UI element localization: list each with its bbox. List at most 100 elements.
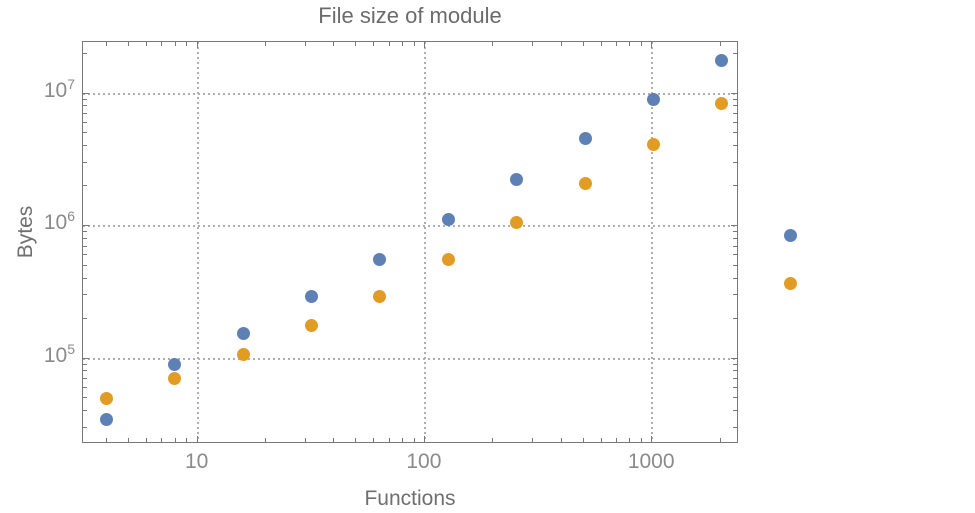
tick-mark [600, 438, 602, 442]
tick-mark [106, 438, 108, 442]
tick-mark [355, 42, 357, 46]
tick-mark [733, 145, 737, 147]
data-point-orange [168, 371, 182, 385]
tick-mark [83, 426, 87, 428]
plot-frame [82, 41, 738, 443]
tick-mark [733, 245, 737, 247]
tick-mark [733, 386, 737, 388]
y-tick-mantissa: 10 [43, 343, 68, 367]
data-point-blue [783, 228, 797, 242]
tick-mark [640, 42, 642, 46]
data-point-orange [647, 137, 661, 151]
data-point-orange [510, 215, 524, 229]
tick-mark [83, 161, 87, 163]
tick-mark [733, 132, 737, 134]
tick-mark [83, 264, 87, 266]
tick-mark [83, 98, 87, 100]
tick-mark [83, 245, 87, 247]
tick-mark [83, 370, 87, 372]
tick-mark [83, 294, 87, 296]
data-point-blue [578, 132, 592, 146]
tick-mark [733, 277, 737, 279]
tick-mark [128, 438, 130, 442]
data-point-orange [578, 177, 592, 191]
tick-mark [186, 42, 188, 46]
tick-mark [174, 42, 176, 46]
data-point-orange [783, 276, 797, 290]
tick-mark [83, 410, 87, 412]
tick-mark [733, 237, 737, 239]
tick-mark [629, 438, 631, 442]
tick-mark [373, 42, 375, 46]
tick-mark [83, 113, 87, 115]
tick-mark [83, 397, 87, 399]
tick-mark [83, 145, 87, 147]
y-tick-mantissa: 10 [43, 211, 68, 234]
gridline-vertical [196, 42, 199, 442]
tick-mark [733, 52, 737, 54]
tick-mark [83, 357, 89, 359]
data-point-orange [236, 347, 250, 361]
tick-mark [582, 42, 584, 46]
x-tick-label: 100 [406, 450, 442, 473]
tick-mark [733, 397, 737, 399]
tick-mark [719, 42, 721, 46]
tick-mark [733, 113, 737, 115]
tick-mark [388, 438, 390, 442]
tick-mark [733, 264, 737, 266]
tick-mark [600, 42, 602, 46]
tick-mark [305, 438, 307, 442]
tick-mark [731, 357, 737, 359]
tick-mark [186, 438, 188, 442]
data-point-orange [304, 319, 318, 333]
tick-mark [731, 225, 737, 226]
tick-mark [161, 438, 163, 442]
data-point-blue [99, 413, 113, 427]
tick-mark [83, 277, 87, 279]
tick-mark [651, 436, 653, 442]
tick-mark [83, 92, 89, 94]
tick-mark [413, 438, 415, 442]
tick-mark [615, 42, 617, 46]
tick-mark [615, 438, 617, 442]
tick-mark [733, 317, 737, 319]
tick-mark [731, 92, 737, 94]
tick-mark [423, 436, 425, 442]
tick-mark [83, 254, 87, 256]
tick-mark [733, 426, 737, 428]
tick-mark [733, 98, 737, 100]
tick-mark [83, 231, 87, 233]
gridline-horizontal [83, 357, 737, 360]
gridline-vertical [423, 42, 426, 442]
tick-mark [651, 42, 653, 48]
tick-mark [532, 42, 534, 46]
tick-mark [733, 161, 737, 163]
tick-mark [733, 294, 737, 296]
tick-mark [733, 231, 737, 233]
tick-mark [174, 438, 176, 442]
data-point-orange [99, 392, 113, 406]
tick-mark [333, 42, 335, 46]
data-point-orange [373, 289, 387, 303]
tick-mark [733, 254, 737, 256]
tick-mark [388, 42, 390, 46]
tick-mark [733, 363, 737, 365]
tick-mark [582, 438, 584, 442]
data-point-orange [441, 253, 455, 267]
tick-mark [128, 42, 130, 46]
tick-mark [265, 42, 267, 46]
data-point-blue [373, 252, 387, 266]
data-point-blue [510, 172, 524, 186]
tick-mark [83, 121, 87, 123]
tick-mark [265, 438, 267, 442]
tick-mark [83, 132, 87, 134]
tick-mark [733, 410, 737, 412]
data-point-orange [715, 96, 729, 110]
gridline-horizontal [83, 92, 737, 95]
tick-mark [106, 42, 108, 46]
tick-mark [83, 105, 87, 107]
tick-mark [333, 438, 335, 442]
tick-mark [733, 370, 737, 372]
data-point-blue [304, 289, 318, 303]
